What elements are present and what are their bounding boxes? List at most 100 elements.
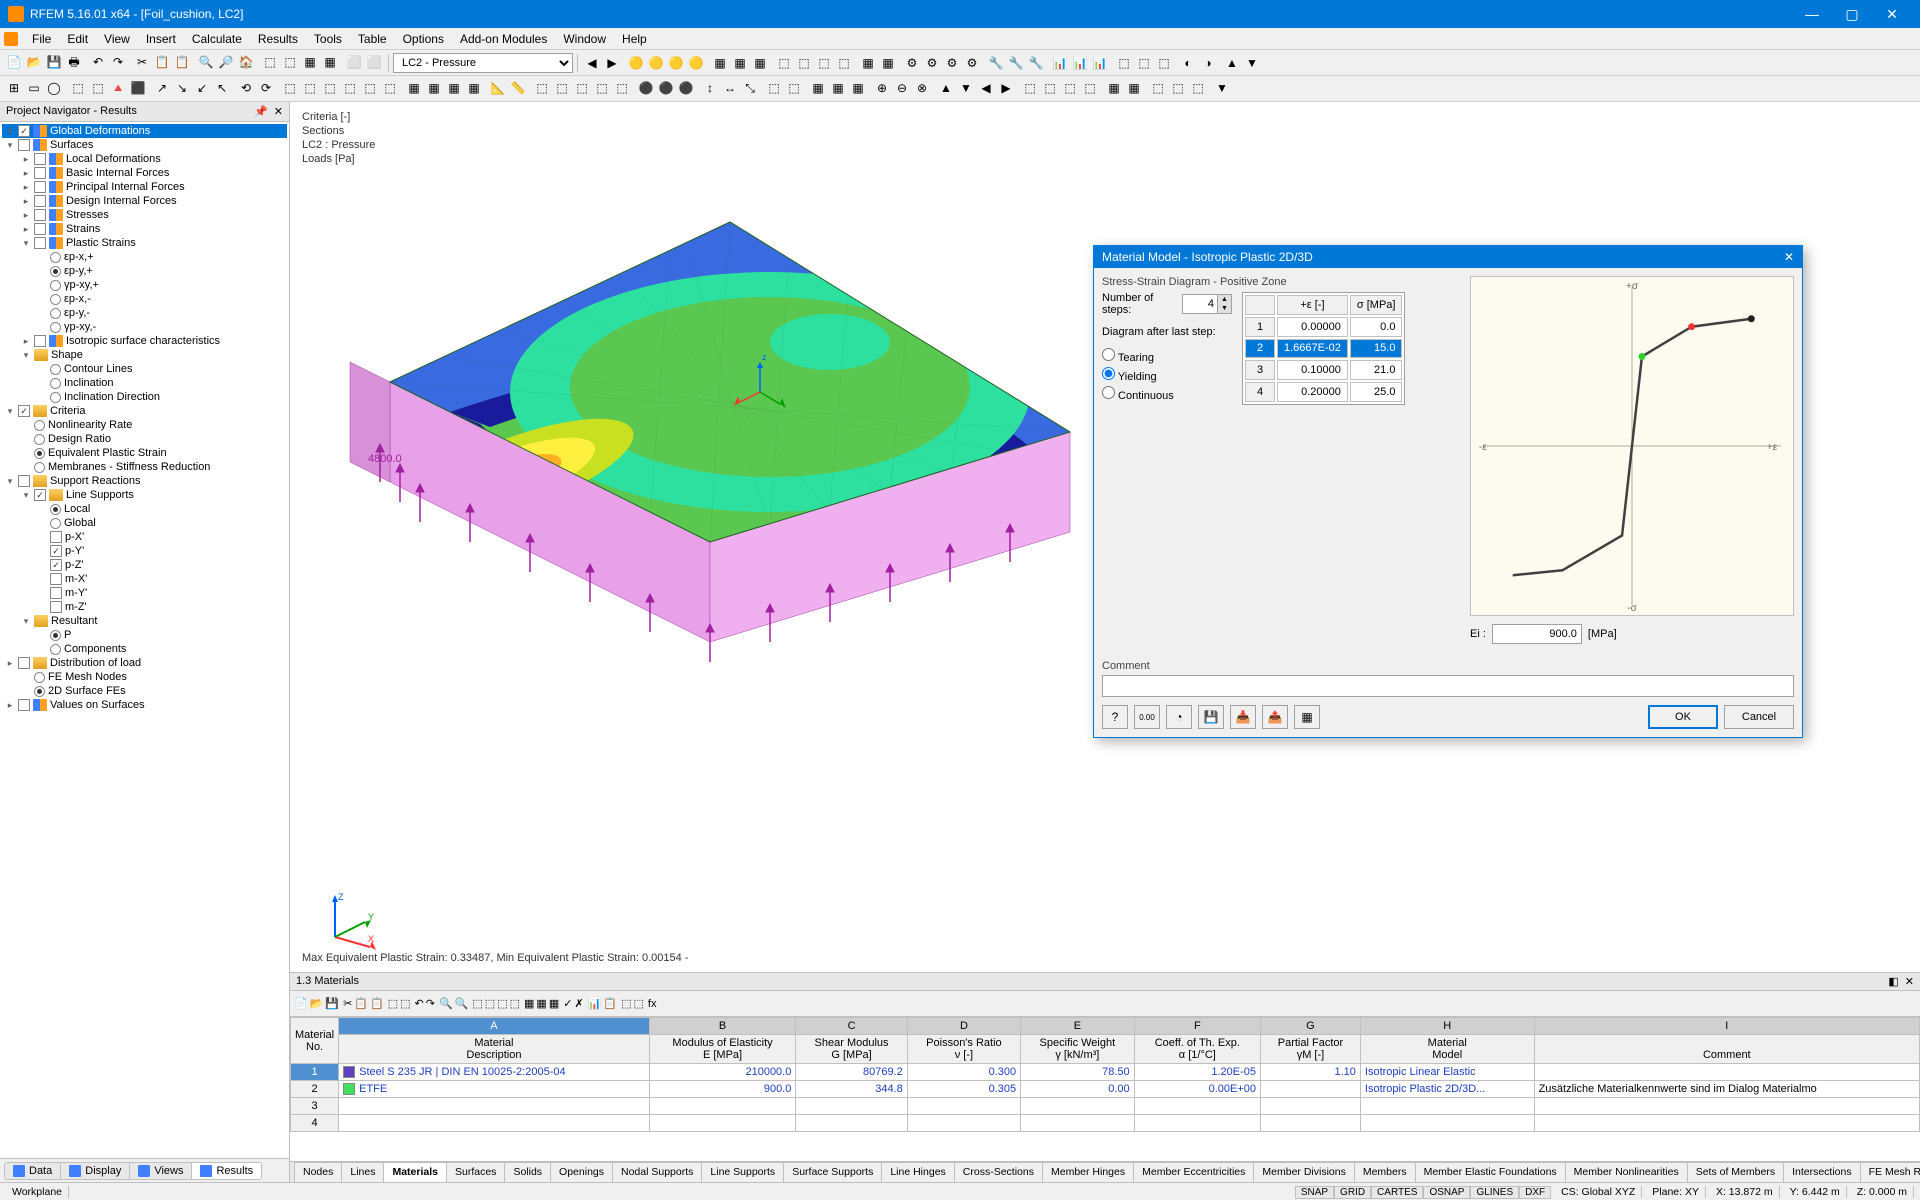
tree-item[interactable]: γp-xy,+: [2, 278, 287, 292]
toolbar-button[interactable]: ⬚: [774, 53, 794, 73]
tree-checkbox[interactable]: [50, 601, 62, 613]
tree-item[interactable]: Components: [2, 642, 287, 656]
tree-radio[interactable]: [50, 630, 61, 641]
toolbar-button[interactable]: 🔍: [455, 997, 469, 1010]
tree-radio[interactable]: [50, 294, 61, 305]
menu-view[interactable]: View: [96, 30, 138, 48]
toolbar-button[interactable]: ⬚: [1080, 78, 1100, 98]
status-toggle-snap[interactable]: SNAP: [1295, 1186, 1334, 1199]
tree-radio[interactable]: [50, 308, 61, 319]
toolbar-button[interactable]: ◀: [976, 78, 996, 98]
tree-checkbox[interactable]: [34, 195, 46, 207]
tree-item[interactable]: ▾Resultant: [2, 614, 287, 628]
toolbar-button[interactable]: ⬚: [510, 997, 520, 1010]
tree-item[interactable]: εp-x,+: [2, 250, 287, 264]
toolbar-button[interactable]: ⬚: [1154, 53, 1174, 73]
toolbar-button[interactable]: ▦: [878, 53, 898, 73]
tree-checkbox[interactable]: [50, 573, 62, 585]
toolbar-button[interactable]: ⊞: [4, 78, 24, 98]
col-letter[interactable]: F: [1134, 1018, 1260, 1035]
toolbar-button[interactable]: 🟡: [666, 53, 686, 73]
save-icon[interactable]: 💾: [1198, 705, 1224, 729]
tree-item[interactable]: εp-y,+: [2, 264, 287, 278]
nav-tab-views[interactable]: Views: [130, 1163, 192, 1179]
tree-item[interactable]: m-Y': [2, 586, 287, 600]
radio-yielding[interactable]: Yielding: [1102, 367, 1232, 383]
toolbar-button[interactable]: ⬚: [280, 78, 300, 98]
dlg-table-row[interactable]: 10.000000.0: [1245, 317, 1402, 337]
menu-window[interactable]: Window: [555, 30, 614, 48]
toolbar-button[interactable]: 🟡: [626, 53, 646, 73]
col-letter[interactable]: I: [1534, 1018, 1919, 1035]
tree-item[interactable]: ▸Local Deformations: [2, 152, 287, 166]
tree-item[interactable]: εp-y,-: [2, 306, 287, 320]
radio-tearing[interactable]: Tearing: [1102, 348, 1232, 364]
toolbar-button[interactable]: ⬚: [300, 78, 320, 98]
tree-radio[interactable]: [50, 364, 61, 375]
tree-item[interactable]: ▾Criteria: [2, 404, 287, 418]
col-header[interactable]: Modulus of ElasticityE [MPa]: [649, 1035, 796, 1064]
spin-down-icon[interactable]: ▼: [1217, 304, 1231, 313]
toolbar-button[interactable]: ⬚: [388, 997, 398, 1010]
toolbar-button[interactable]: 📊: [1050, 53, 1070, 73]
tree-item[interactable]: ▸Strains: [2, 222, 287, 236]
bottom-tab[interactable]: Openings: [550, 1162, 613, 1182]
bottom-tab[interactable]: Materials: [383, 1162, 447, 1182]
toolbar-button[interactable]: ⬜: [344, 52, 364, 72]
bottom-tab[interactable]: Cross-Sections: [954, 1162, 1043, 1182]
menu-insert[interactable]: Insert: [138, 30, 184, 48]
tree-checkbox[interactable]: [18, 125, 30, 137]
tree-item[interactable]: γp-xy,-: [2, 320, 287, 334]
toolbar-button[interactable]: 💾: [44, 52, 64, 72]
toolbar-button[interactable]: ⬚: [1188, 78, 1208, 98]
toolbar-button[interactable]: ⬚: [633, 997, 643, 1010]
bottom-tab[interactable]: Member Elastic Foundations: [1415, 1162, 1566, 1182]
toolbar-button[interactable]: ⬚: [834, 53, 854, 73]
tree-item[interactable]: ▸Distribution of load: [2, 656, 287, 670]
toolbar-button[interactable]: ↶: [88, 52, 108, 72]
toolbar-button[interactable]: ⬚: [1114, 53, 1134, 73]
toolbar-button[interactable]: ↷: [426, 997, 435, 1010]
menu-file[interactable]: File: [24, 30, 59, 48]
bottom-tab[interactable]: Member Hinges: [1042, 1162, 1134, 1182]
toolbar-button[interactable]: ⬚: [552, 78, 572, 98]
col-letter[interactable]: B: [649, 1018, 796, 1035]
tree-radio[interactable]: [50, 280, 61, 291]
tree-item[interactable]: P: [2, 628, 287, 642]
toolbar-button[interactable]: ▦: [710, 53, 730, 73]
expander-icon[interactable]: ▸: [4, 699, 16, 711]
expander-icon[interactable]: ▸: [20, 167, 32, 179]
tree-item[interactable]: ▸Isotropic surface characteristics: [2, 334, 287, 348]
bottom-tab[interactable]: Surfaces: [446, 1162, 505, 1182]
toolbar-button[interactable]: ⤡: [740, 79, 760, 99]
help-icon[interactable]: ?: [1102, 705, 1128, 729]
bottom-tab[interactable]: Member Nonlinearities: [1565, 1162, 1688, 1182]
toolbar-button[interactable]: 📄: [4, 52, 24, 72]
chart-view-icon[interactable]: ◔: [1166, 705, 1192, 729]
toolbar-button[interactable]: ⬚: [485, 997, 495, 1010]
toolbar-button[interactable]: 🖶: [64, 53, 84, 73]
toolbar-button[interactable]: 📊: [1090, 53, 1110, 73]
dialog-close-icon[interactable]: ✕: [1784, 250, 1794, 264]
col-header[interactable]: Poisson's Ratioν [-]: [907, 1035, 1020, 1064]
col-letter[interactable]: D: [907, 1018, 1020, 1035]
toolbar-button[interactable]: 💾: [325, 997, 339, 1010]
toolbar-button[interactable]: ↕: [700, 78, 720, 98]
toolbar-button[interactable]: ▦: [730, 53, 750, 73]
load-case-combo[interactable]: LC2 - Pressure: [393, 53, 573, 73]
tree-checkbox[interactable]: [50, 545, 62, 557]
toolbar-button[interactable]: ▦: [464, 78, 484, 98]
steps-spinner[interactable]: ▲▼: [1182, 294, 1232, 314]
toolbar-button[interactable]: 🔺: [108, 78, 128, 98]
expander-icon[interactable]: ▾: [4, 139, 16, 151]
toolbar-button[interactable]: 🔎: [216, 52, 236, 72]
tree-checkbox[interactable]: [34, 237, 46, 249]
tree-radio[interactable]: [50, 392, 61, 403]
radio-continuous[interactable]: Continuous: [1102, 386, 1232, 402]
tree-item[interactable]: Local: [2, 502, 287, 516]
toolbar-button[interactable]: ⬚: [380, 78, 400, 98]
tree-item[interactable]: Equivalent Plastic Strain: [2, 446, 287, 460]
toolbar-button[interactable]: ⬚: [1060, 78, 1080, 98]
toolbar-button[interactable]: ◯: [44, 78, 64, 98]
import-icon[interactable]: 📥: [1230, 705, 1256, 729]
